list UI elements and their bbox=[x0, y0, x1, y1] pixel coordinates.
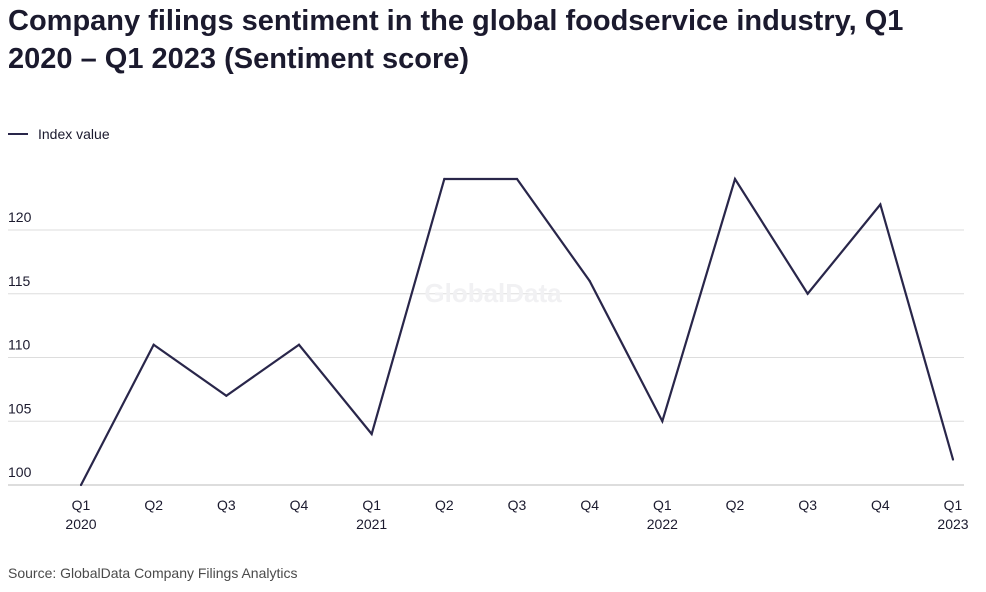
data-point bbox=[661, 420, 664, 423]
x-tick-label: Q4 bbox=[290, 497, 309, 513]
data-point bbox=[733, 177, 737, 181]
x-tick-label: Q1 bbox=[362, 497, 381, 513]
data-point bbox=[951, 458, 955, 461]
legend-swatch bbox=[8, 133, 28, 135]
data-point bbox=[443, 177, 446, 181]
data-point bbox=[225, 394, 228, 397]
series-line-index-value bbox=[80, 176, 955, 486]
y-tick-label: 115 bbox=[8, 273, 31, 289]
x-tick-label: Q3 bbox=[217, 497, 236, 513]
x-tick-year-label: 2021 bbox=[356, 516, 387, 532]
x-tick-label: Q4 bbox=[580, 497, 599, 513]
x-tick-year-label: 2023 bbox=[937, 516, 968, 532]
legend-label: Index value bbox=[38, 126, 110, 142]
chart-title: Company filings sentiment in the global … bbox=[8, 5, 904, 75]
y-tick-label: 105 bbox=[8, 400, 32, 416]
data-point bbox=[152, 343, 155, 346]
data-point bbox=[79, 483, 83, 487]
data-point bbox=[588, 279, 591, 283]
x-tick-year-label: 2022 bbox=[647, 516, 678, 532]
x-tick-label: Q1 bbox=[653, 497, 672, 513]
y-tick-label: 120 bbox=[8, 209, 32, 225]
x-tick-year-label: 2020 bbox=[65, 516, 96, 532]
data-point bbox=[515, 177, 519, 181]
x-tick-label: Q1 bbox=[72, 497, 91, 513]
legend: Index value bbox=[8, 126, 110, 142]
x-tick-label: Q2 bbox=[726, 497, 745, 513]
data-point bbox=[297, 343, 301, 346]
y-tick-label: 100 bbox=[8, 464, 32, 480]
data-point bbox=[806, 292, 809, 295]
x-tick-label: Q2 bbox=[435, 497, 454, 513]
watermark: GlobalData bbox=[424, 278, 562, 308]
x-tick-label: Q3 bbox=[798, 497, 817, 513]
x-tick-label: Q3 bbox=[508, 497, 527, 513]
source-note: Source: GlobalData Company Filings Analy… bbox=[8, 565, 298, 581]
x-tick-label: Q2 bbox=[144, 497, 163, 513]
x-tick-label: Q1 bbox=[944, 497, 963, 513]
data-point bbox=[879, 203, 882, 206]
data-point bbox=[370, 432, 373, 436]
x-tick-label: Q4 bbox=[871, 497, 890, 513]
y-tick-label: 110 bbox=[8, 337, 31, 353]
